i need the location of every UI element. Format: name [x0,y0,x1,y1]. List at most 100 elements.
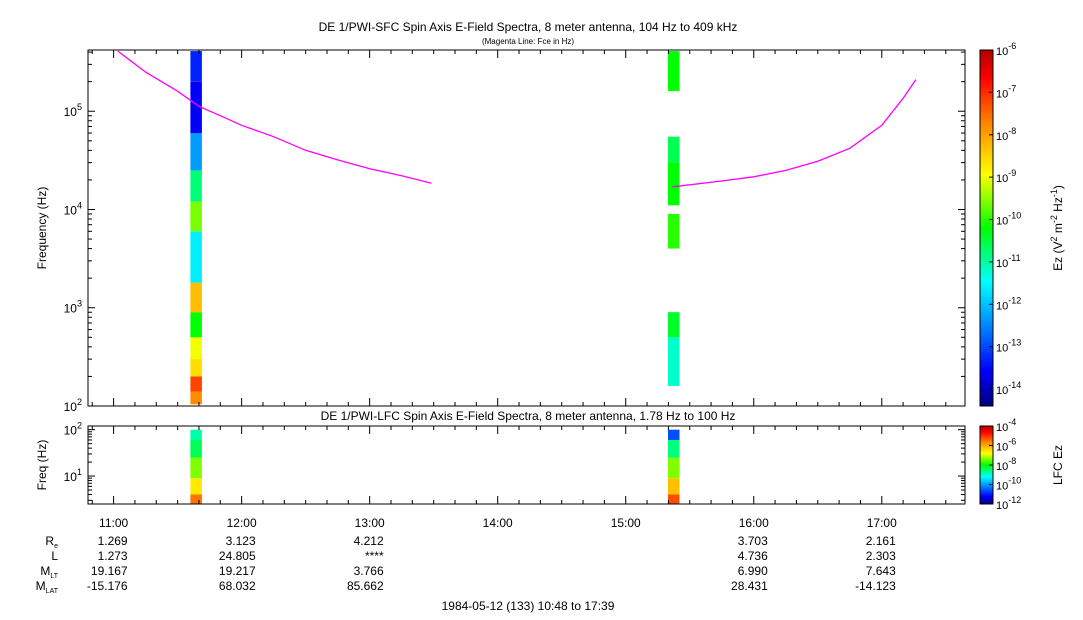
fce-line [117,50,432,184]
ephemeris-label-main: R [45,534,54,548]
colorbar-label-text: Hz [1051,197,1065,215]
ephemeris-label-subscript: LAT [46,588,59,595]
spectrogram-cell [668,457,680,479]
colorbar-tick-label: 10-8 [996,456,1016,473]
y-tick-base: 10 [64,105,78,119]
ephemeris-value: 4.212 [354,534,384,548]
y-tick-label: 101 [64,467,82,484]
spectrogram-cell [190,359,202,377]
spectrogram-cell [668,136,680,163]
y-tick-label: 102 [64,397,82,414]
ephemeris-label-main: M [36,579,46,593]
spectrogram-cell [190,478,202,495]
colorbar-label-exponent: 2 [1049,237,1059,242]
spectrogram-cell [190,494,202,504]
colorbar-tick-exponent: -14 [1008,380,1021,390]
spectrogram-cell [190,312,202,338]
colorbar-tick-exponent: -13 [1008,338,1021,348]
y-axis-label: Frequency (Hz) [35,187,49,270]
spectrogram-cell [668,478,680,495]
colorbar-label-exponent: -2 [1049,215,1059,223]
x-tick-label: 12:00 [227,516,257,530]
colorbar-tick-base: 10 [996,500,1008,512]
spectrogram-cell [668,162,680,206]
ephemeris-value: 68.032 [219,579,256,593]
plot-frame [87,49,966,407]
colorbar-tick-exponent: -6 [1008,41,1016,51]
ephemeris-value: 6.990 [738,564,768,578]
colorbar-tick-label: 10-11 [996,253,1021,270]
colorbar-tick-exponent: -9 [1008,168,1016,178]
ephemeris-value: 2.303 [866,549,896,563]
colorbar-tick-label: 10-14 [996,380,1021,397]
ephemeris-table: Re 1.269 3.123 4.212 3.703 2.161 L 1.273 24.805 *… [36,534,896,595]
spectrogram-cell [668,214,680,249]
spectrogram-cell [190,440,202,458]
ephemeris-value: 24.805 [219,549,256,563]
colorbar-tick-label: 10-7 [996,83,1016,100]
spectrogram-cell [190,457,202,479]
colorbar-tick-label: 10-13 [996,338,1021,355]
ephemeris-label-subscript: e [54,543,58,550]
colorbar-tick-exponent: -10 [1008,476,1021,486]
spectrogram-cell [668,494,680,504]
ephemeris-row-label: L [51,549,58,563]
spectrogram-cell [190,201,202,232]
colorbar-tick-label: 10-6 [996,437,1016,454]
colorbar-label-text: m [1051,223,1065,236]
plot-frame [87,425,966,505]
colorbar [979,49,994,407]
y-tick-label: 103 [64,299,82,316]
colorbar-tick-base: 10 [996,422,1008,434]
y-tick-base: 10 [64,400,78,414]
spectrogram-cell [190,81,202,134]
colorbar-tick-base: 10 [996,88,1008,100]
colorbar-tick-exponent: -4 [1008,417,1016,427]
spectrogram-cell [190,51,202,82]
colorbar-tick-base: 10 [996,131,1008,143]
colorbar-tick-exponent: -12 [1008,295,1021,305]
ephemeris-value: 1.269 [98,534,128,548]
y-tick-exponent: 5 [77,102,82,112]
colorbar-tick-base: 10 [996,442,1008,454]
colorbar-tick-base: 10 [996,258,1008,270]
spectrogram-cell [190,429,202,440]
colorbar-tick-label: 10-10 [996,476,1021,493]
time-range-footer: 1984-05-12 (133) 10:48 to 17:39 [442,599,615,613]
y-tick-base: 10 [64,302,78,316]
colorbar-tick-exponent: -7 [1008,83,1016,93]
colorbar-tick-base: 10 [996,216,1008,228]
colorbar-label-text: ) [1051,185,1065,189]
ephemeris-value: 3.703 [738,534,768,548]
spectrogram-cell [190,231,202,283]
x-tick-label: 11:00 [99,516,128,530]
spectrogram-cell [190,282,202,313]
ephemeris-value: 4.736 [738,549,768,563]
ephemeris-value: 28.431 [731,579,768,593]
spectrogram-cell [190,391,202,405]
colorbar-tick-base: 10 [996,481,1008,493]
ephemeris-value: 3.766 [354,564,384,578]
colorbar-tick-base: 10 [996,46,1008,58]
colorbar-tick-exponent: -6 [1008,437,1016,447]
colorbar-tick-label: 10-12 [996,295,1021,312]
colorbar-tick-label: 10-10 [996,211,1021,228]
colorbar-label: LFC Ez [1051,445,1065,485]
ephemeris-value: -15.176 [87,579,128,593]
y-tick-exponent: 2 [77,421,82,431]
y-axis-label: Freq (Hz) [35,440,49,491]
colorbar-tick-label: 10-4 [996,417,1016,434]
ephemeris-row-label: MLAT [36,579,59,595]
colorbar-tick-exponent: -12 [1008,495,1021,505]
y-tick-exponent: 4 [77,200,82,210]
spectrogram-cell [668,429,680,440]
colorbar-tick-label: 10-9 [996,168,1016,185]
fce-line [672,79,917,188]
y-tick-base: 10 [64,470,78,484]
y-tick-base: 10 [64,203,78,217]
colorbar-tick-base: 10 [996,461,1008,473]
x-tick-label: 16:00 [739,516,769,530]
y-tick-base: 10 [64,424,78,438]
ephemeris-value: 19.167 [91,564,128,578]
y-tick-exponent: 3 [77,299,82,309]
